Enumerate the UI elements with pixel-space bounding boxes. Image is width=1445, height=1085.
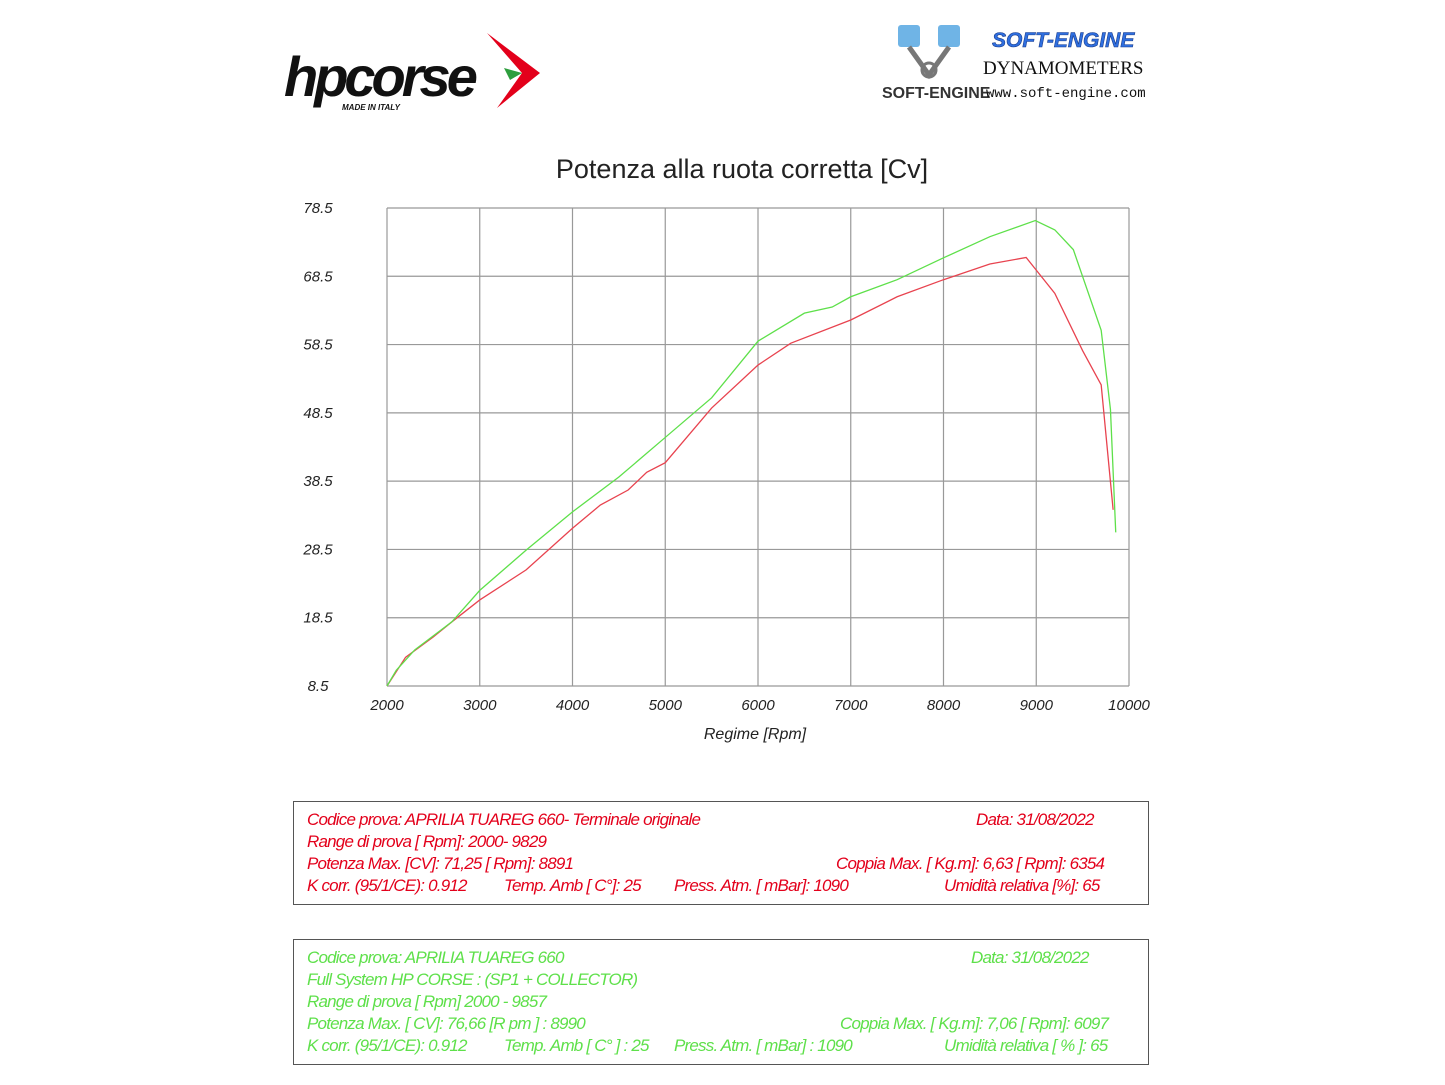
x-tick-label: 9000 [1020, 697, 1054, 714]
ambient-temp: Temp. Amb [ C°]: 25 [504, 876, 642, 895]
test-range: Range di prova [ Rpm] 2000 - 9857 [307, 992, 547, 1011]
max-power: Potenza Max. [CV]: 71,25 [ Rpm]: 8891 [307, 854, 574, 873]
svg-text:www.soft-engine.com: www.soft-engine.com [986, 86, 1146, 102]
ambient-temp: Temp. Amb [ C° ] : 25 [504, 1036, 649, 1055]
power-curve-original [386, 256, 1114, 687]
x-tick-label: 6000 [741, 697, 775, 714]
test-date: Data: 31/08/2022 [976, 810, 1094, 829]
x-tick-label: 5000 [649, 697, 683, 714]
test-info-box-original: Codice prova: APRILIA TUAREG 660- Termin… [293, 801, 1149, 905]
k-corr: K corr. (95/1/CE): 0.912 [307, 1036, 468, 1055]
svg-text:SOFT-ENGINE: SOFT-ENGINE [882, 85, 991, 102]
soft-engine-logo: SOFT-ENGINE SOFT-ENGINE DYNAMOMETERS www… [882, 25, 1146, 102]
exhaust-system: Full System HP CORSE : (SP1 + COLLECTOR) [307, 970, 638, 989]
x-tick-label: 8000 [927, 697, 961, 714]
humidity: Umidità relativa [%]: 65 [944, 876, 1100, 895]
test-code: Codice prova: APRILIA TUAREG 660 [307, 948, 564, 967]
svg-text:hpcorse: hpcorse [284, 45, 477, 108]
power-chart: Potenza alla ruota corretta [Cv] 2000 300… [302, 154, 1150, 743]
y-tick-label: 68.5 [303, 268, 333, 285]
humidity: Umidità relativa [ % ]: 65 [944, 1036, 1108, 1055]
y-tick-label: 28.5 [302, 541, 333, 558]
atm-pressure: Press. Atm. [ mBar] : 1090 [674, 1036, 853, 1055]
x-tick-label: 4000 [556, 697, 590, 714]
k-corr: K corr. (95/1/CE): 0.912 [307, 876, 468, 895]
max-power: Potenza Max. [ CV]: 76,66 [R pm ] : 8990 [307, 1014, 586, 1033]
hpcorse-logo: hpcorse MADE IN ITALY [284, 33, 540, 112]
x-tick-label: 2000 [369, 697, 404, 714]
y-tick-label: 38.5 [303, 473, 333, 490]
x-tick-label: 3000 [463, 697, 497, 714]
y-tick-label: 78.5 [303, 200, 333, 217]
chart-title: Potenza alla ruota corretta [Cv] [556, 154, 928, 184]
y-tick-label: 58.5 [303, 337, 333, 354]
x-axis-label: Regime [Rpm] [704, 726, 807, 743]
power-curve-full-system [386, 219, 1117, 687]
max-torque: Coppia Max. [ Kg.m]: 6,63 [ Rpm]: 6354 [836, 854, 1105, 873]
max-torque: Coppia Max. [ Kg.m]: 7,06 [ Rpm]: 6097 [840, 1014, 1109, 1033]
svg-text:MADE IN ITALY: MADE IN ITALY [342, 103, 401, 112]
svg-text:SOFT-ENGINE: SOFT-ENGINE [992, 29, 1135, 52]
x-tick-label: 10000 [1108, 697, 1150, 714]
test-code: Codice prova: APRILIA TUAREG 660- Termin… [307, 810, 701, 829]
test-range: Range di prova [ Rpm]: 2000- 9829 [307, 832, 547, 851]
test-info-box-full-system: Codice prova: APRILIA TUAREG 660 Data: 31… [293, 939, 1149, 1065]
svg-text:DYNAMOMETERS: DYNAMOMETERS [983, 58, 1143, 79]
atm-pressure: Press. Atm. [ mBar]: 1090 [674, 876, 849, 895]
y-tick-label: 18.5 [303, 610, 333, 627]
test-date: Data: 31/08/2022 [971, 948, 1089, 967]
y-tick-label: 8.5 [308, 678, 330, 695]
x-tick-label: 7000 [834, 697, 868, 714]
y-tick-label: 48.5 [303, 405, 333, 422]
